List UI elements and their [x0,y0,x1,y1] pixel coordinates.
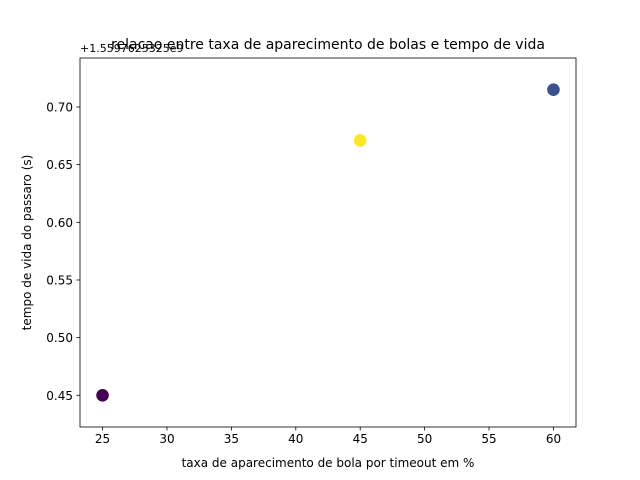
x-tick-label: 60 [546,432,561,446]
y-tick-label: 0.65 [46,158,73,172]
y-tick-label: 0.60 [46,216,73,230]
scatter-point [353,134,367,147]
chart-title: relacao entre taxa de aparecimento de bo… [111,37,545,53]
y-tick-label: 0.45 [46,389,73,403]
x-tick-label: 40 [288,432,303,446]
scatter-point [96,388,109,402]
y-tick-label: 0.55 [46,273,73,287]
scatter-point [547,83,560,97]
x-tick-label: 25 [95,432,110,446]
x-tick-label: 50 [417,432,432,446]
x-tick-label: 55 [481,432,496,446]
y-tick-label: 0.70 [46,101,73,115]
x-axis-label: taxa de aparecimento de bola por timeout… [182,456,475,470]
ticks-layer: 25 30 35 40 45 50 55 60 0.45 0.50 0.55 0.60 0.65 0.70 [46,101,561,446]
x-tick-label: 45 [353,432,368,446]
y-tick-label: 0.50 [46,331,73,345]
points-layer [96,83,560,402]
y-axis-label: tempo de vida do passaro (s) [20,155,34,331]
x-tick-label: 30 [159,432,174,446]
axes-frame [79,57,577,428]
x-tick-label: 35 [224,432,239,446]
y-offset-text: +1.5597625325e9 [80,42,183,55]
